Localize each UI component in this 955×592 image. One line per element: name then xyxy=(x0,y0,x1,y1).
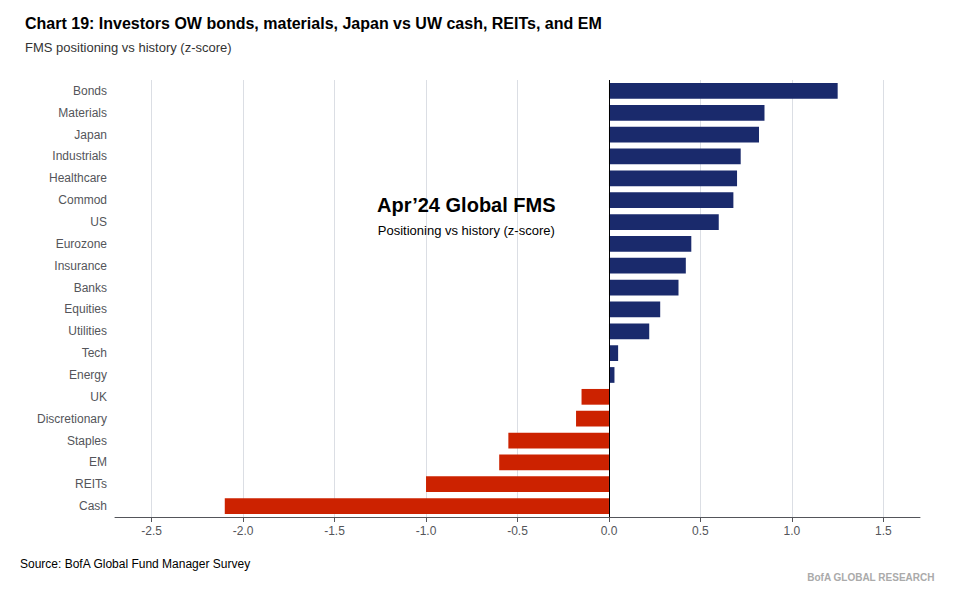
svg-text:Energy: Energy xyxy=(69,368,107,382)
svg-text:Eurozone: Eurozone xyxy=(56,237,108,251)
svg-text:-2.0: -2.0 xyxy=(233,524,254,538)
svg-text:Materials: Materials xyxy=(58,106,107,120)
svg-text:Tech: Tech xyxy=(82,346,107,360)
svg-text:0.5: 0.5 xyxy=(692,524,709,538)
svg-text:BofA GLOBAL RESEARCH: BofA GLOBAL RESEARCH xyxy=(807,572,934,583)
svg-text:Apr’24 Global FMS: Apr’24 Global FMS xyxy=(377,194,556,216)
svg-text:-2.5: -2.5 xyxy=(141,524,162,538)
svg-text:Utilities: Utilities xyxy=(68,324,107,338)
svg-text:Japan: Japan xyxy=(74,128,107,142)
svg-text:Equities: Equities xyxy=(64,302,107,316)
svg-text:UK: UK xyxy=(90,390,107,404)
svg-text:REITs: REITs xyxy=(75,477,107,491)
svg-text:Cash: Cash xyxy=(79,499,107,513)
svg-text:Industrials: Industrials xyxy=(52,149,107,163)
svg-text:Chart 19: Investors OW bonds,: Chart 19: Investors OW bonds, materials,… xyxy=(25,15,602,32)
svg-text:-1.0: -1.0 xyxy=(416,524,437,538)
svg-text:Bonds: Bonds xyxy=(73,84,107,98)
svg-text:Insurance: Insurance xyxy=(54,259,107,273)
svg-text:1.5: 1.5 xyxy=(875,524,892,538)
svg-text:Source: BofA Global Fund Manag: Source: BofA Global Fund Manager Survey xyxy=(20,557,250,571)
svg-text:EM: EM xyxy=(89,455,107,469)
svg-text:FMS positioning vs history (z-: FMS positioning vs history (z-score) xyxy=(25,40,232,55)
svg-text:US: US xyxy=(90,215,107,229)
svg-text:-0.5: -0.5 xyxy=(507,524,528,538)
svg-text:-1.5: -1.5 xyxy=(324,524,345,538)
svg-text:Discretionary: Discretionary xyxy=(37,412,107,426)
svg-text:Positioning vs history (z-scor: Positioning vs history (z-score) xyxy=(378,223,555,238)
svg-text:Commod: Commod xyxy=(58,193,107,207)
svg-text:0.0: 0.0 xyxy=(601,524,618,538)
svg-text:Staples: Staples xyxy=(67,434,107,448)
svg-text:Healthcare: Healthcare xyxy=(49,171,107,185)
svg-text:1.0: 1.0 xyxy=(784,524,801,538)
svg-text:Banks: Banks xyxy=(74,281,107,295)
